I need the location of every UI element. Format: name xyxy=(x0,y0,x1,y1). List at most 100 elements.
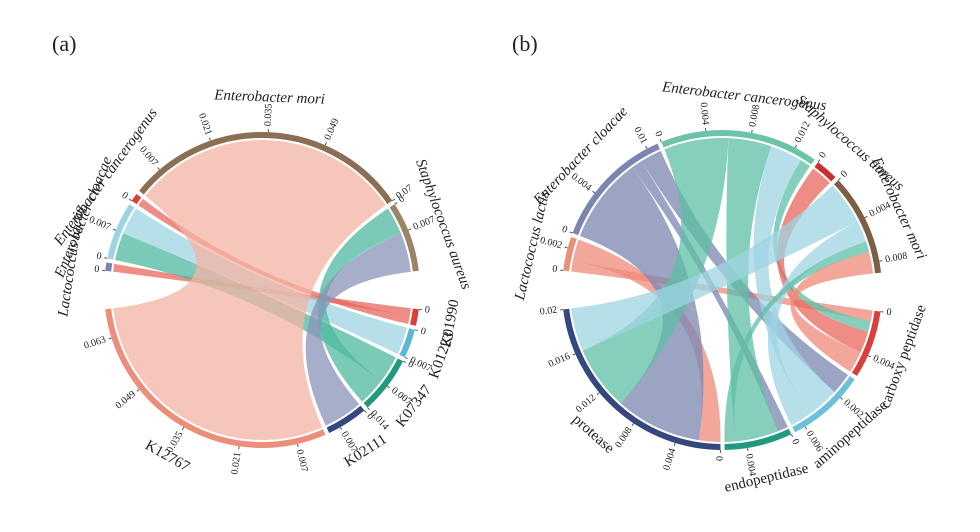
sector-arc xyxy=(724,428,792,450)
sector-arc xyxy=(833,180,882,274)
ribbon xyxy=(138,198,410,324)
tick-mark xyxy=(394,202,398,205)
tick-label: 0.007 xyxy=(294,449,310,473)
tick-label: 0.01 xyxy=(631,125,649,146)
sector-arc xyxy=(572,143,660,236)
tick-mark xyxy=(181,427,185,431)
tick-mark xyxy=(104,257,108,259)
sector-arc xyxy=(105,262,113,272)
tick-label: 0 xyxy=(406,359,415,371)
sector-name: K01223 xyxy=(426,330,458,381)
tick-label: 0.049 xyxy=(322,117,341,142)
tick-mark xyxy=(804,426,808,430)
sector-arc xyxy=(792,376,855,433)
tick-label: 0.008 xyxy=(613,425,635,450)
tick-label: 0.007 xyxy=(137,144,160,168)
tick-mark xyxy=(673,442,676,446)
tick-mark xyxy=(867,355,871,358)
tick-mark xyxy=(324,142,327,146)
tick-label: 0.004 xyxy=(698,102,711,125)
panel-label: (b) xyxy=(512,31,538,56)
tick-label: 0 xyxy=(839,168,850,179)
ribbon xyxy=(579,167,704,441)
panel-label: (a) xyxy=(52,31,76,56)
tick-mark xyxy=(840,397,844,400)
tick-mark xyxy=(572,353,576,356)
tick-label: 0 xyxy=(652,130,664,139)
ribbon xyxy=(767,221,867,426)
tick-mark xyxy=(592,190,596,194)
sector-name: protease xyxy=(569,412,617,457)
tick-label: 0.063 xyxy=(83,334,108,351)
tick-mark xyxy=(136,389,140,392)
tick-label: 0.008 xyxy=(747,104,762,128)
tick-mark xyxy=(402,360,406,363)
sector-arc xyxy=(105,308,326,448)
sector-name: Enterobacter mori xyxy=(213,87,325,107)
sector-arc xyxy=(139,132,393,205)
tick-label: 0 xyxy=(560,224,569,236)
tick-mark xyxy=(112,228,116,231)
tick-mark xyxy=(408,228,412,231)
tick-mark xyxy=(879,260,883,262)
tick-label: 0.012 xyxy=(574,392,598,415)
tick-label: 0 xyxy=(424,304,430,316)
tick-label: 0 xyxy=(789,437,801,446)
sector-arc xyxy=(661,130,815,165)
tick-mark xyxy=(387,385,391,389)
tick-label: 0 xyxy=(94,264,100,276)
tick-mark xyxy=(564,246,568,249)
sector-arc xyxy=(363,358,404,408)
tick-label: 0 xyxy=(817,150,829,161)
tick-mark xyxy=(339,426,343,431)
tick-mark xyxy=(364,409,367,413)
tick-mark xyxy=(645,145,648,149)
tick-mark xyxy=(367,407,370,411)
sector-arc xyxy=(563,308,721,450)
tick-label: 0.035 xyxy=(263,103,275,126)
tick-mark xyxy=(631,423,635,427)
tick-mark xyxy=(790,433,794,438)
tick-mark xyxy=(414,329,418,332)
sector-name: endopeptidase xyxy=(723,461,811,496)
tick-label: 0 xyxy=(397,193,407,205)
sector-arc xyxy=(389,204,419,272)
tick-label: 0.004 xyxy=(743,453,757,477)
ribbon xyxy=(113,140,386,441)
tick-label: 0 xyxy=(886,307,892,319)
sector-arc xyxy=(851,310,881,376)
ribbon xyxy=(317,208,401,402)
tick-label: 0.02 xyxy=(539,305,558,318)
ribbon xyxy=(571,185,858,351)
tick-mark xyxy=(297,443,299,447)
tick-mark xyxy=(108,337,112,340)
ribbon xyxy=(790,251,874,372)
ribbon xyxy=(641,150,849,393)
tick-mark xyxy=(157,167,160,171)
tick-label: 0 xyxy=(364,411,376,422)
tick-label: 0.016 xyxy=(547,351,572,370)
tick-mark xyxy=(794,144,797,148)
tick-mark xyxy=(838,177,841,181)
ribbon xyxy=(305,233,411,426)
tick-mark xyxy=(208,137,211,141)
sector-arc xyxy=(410,308,419,326)
tick-label: 0.07 xyxy=(394,183,415,202)
sector-arc xyxy=(399,328,415,358)
tick-label: 0.008 xyxy=(884,250,908,265)
tick-mark xyxy=(864,215,868,219)
ribbon xyxy=(115,233,396,382)
tick-label: 0.004 xyxy=(661,447,678,472)
tick-label: 0.021 xyxy=(196,112,214,137)
sector-arc xyxy=(131,193,142,205)
tick-mark xyxy=(569,231,573,234)
tick-mark xyxy=(128,198,132,202)
tick-label: 0.012 xyxy=(793,120,813,145)
tick-mark xyxy=(392,198,396,202)
sector-arc xyxy=(326,405,365,434)
tick-mark xyxy=(659,138,662,143)
tick-label: 0 xyxy=(552,263,558,275)
tick-mark xyxy=(817,159,821,163)
tick-label: 0 xyxy=(120,190,130,202)
